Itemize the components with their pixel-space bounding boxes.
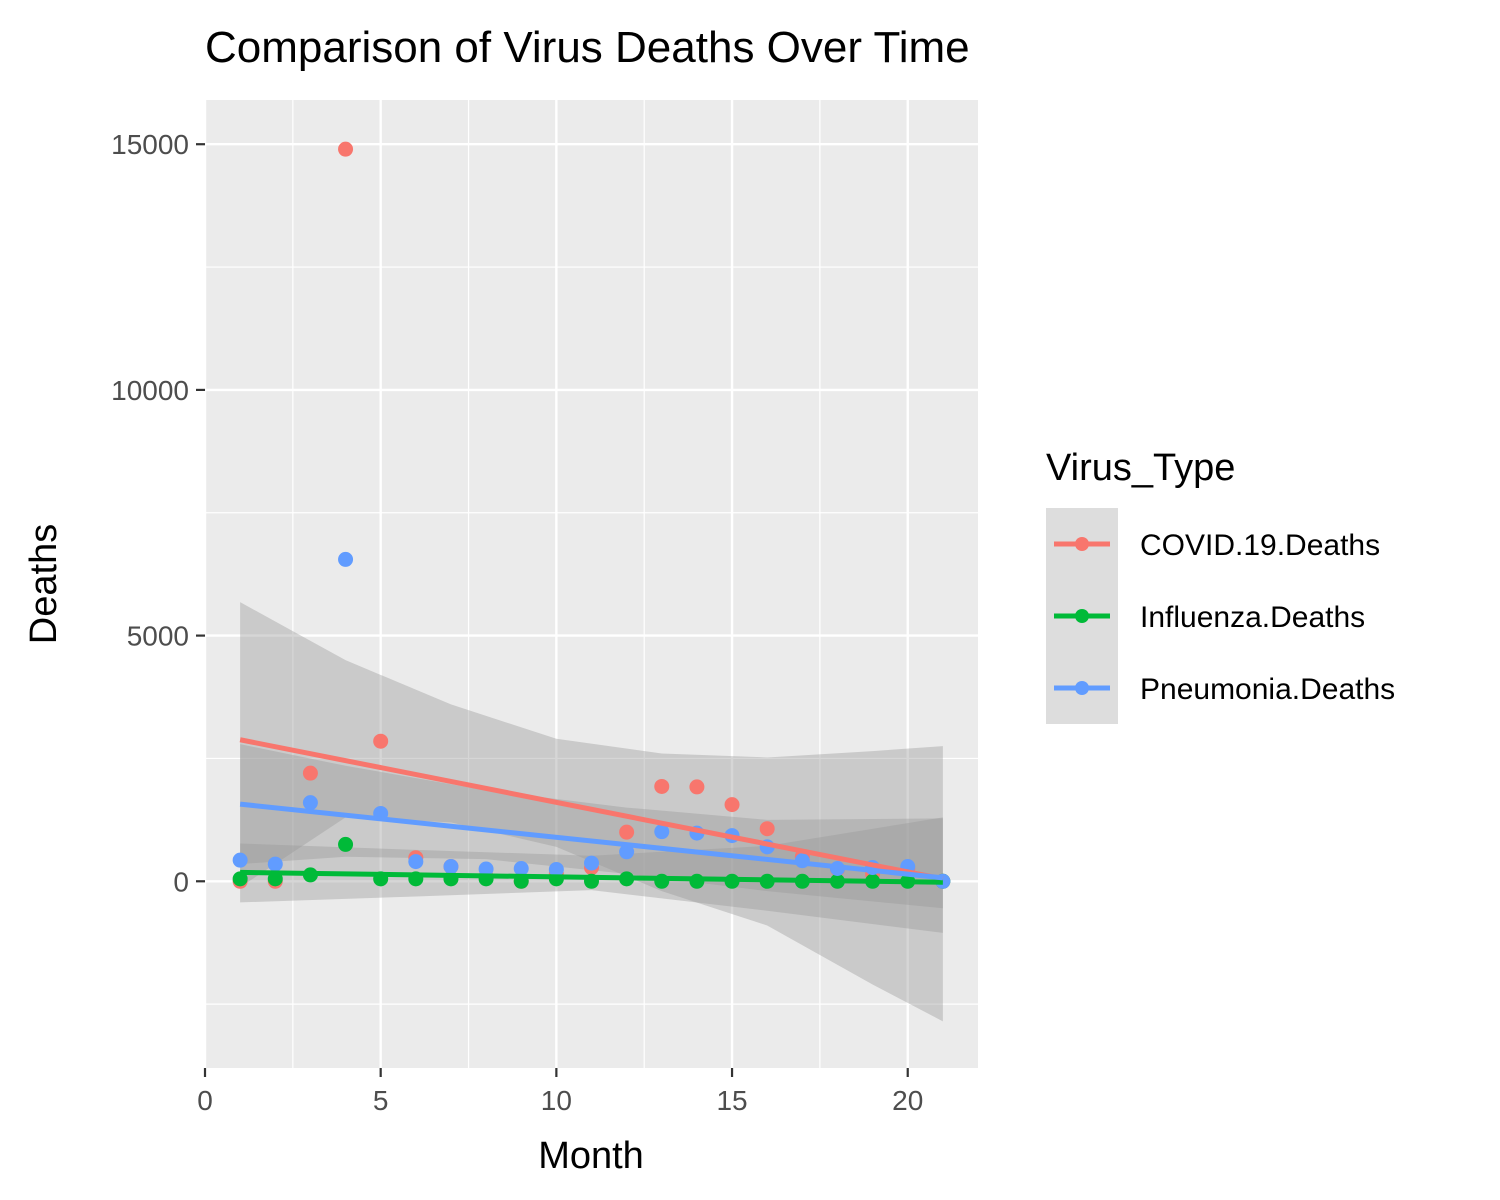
data-point (759, 821, 775, 837)
x-tick-label: 0 (197, 1085, 213, 1116)
plot-panel (205, 100, 978, 1068)
data-point (584, 855, 599, 871)
data-point (408, 854, 424, 870)
legend: Virus_Type COVID.19.Deaths Influenza.Deat… (1046, 447, 1395, 724)
legend-key-point (1075, 681, 1089, 695)
legend-label: COVID.19.Deaths (1140, 529, 1380, 562)
legend-title: Virus_Type (1046, 447, 1235, 489)
data-point (619, 844, 635, 860)
x-tick-label: 5 (373, 1085, 389, 1116)
chart-title: Comparison of Virus Deaths Over Time (205, 23, 970, 72)
data-point (513, 861, 529, 877)
data-point (338, 141, 354, 157)
trend-line (239, 801, 944, 881)
trend-line (240, 869, 943, 885)
trend-line (239, 737, 944, 882)
data-point (232, 871, 248, 887)
data-point (478, 861, 494, 877)
data-point (232, 852, 248, 868)
axes: 0 5 10 15 20 0 5000 10000 15000 (111, 129, 923, 1116)
data-point (338, 551, 354, 567)
major-gridlines (203, 100, 978, 1068)
data-point (654, 778, 670, 794)
x-tick-label: 20 (892, 1085, 923, 1116)
data-point (443, 859, 459, 875)
data-point (373, 733, 389, 749)
data-point (619, 824, 635, 840)
data-point (689, 779, 705, 795)
y-tick-label: 15000 (111, 129, 189, 160)
x-tick-label: 15 (716, 1085, 747, 1116)
data-point (548, 861, 564, 877)
legend-label: Pneumonia.Deaths (1140, 673, 1395, 706)
legend-label: Influenza.Deaths (1140, 601, 1365, 634)
y-tick-label: 0 (173, 866, 189, 897)
data-point (302, 795, 318, 811)
y-tick-label: 10000 (111, 375, 189, 406)
trend-lines (239, 737, 944, 885)
x-tick-label: 10 (541, 1085, 572, 1116)
confidence-band-pneumonia-deaths (240, 744, 943, 909)
y-axis-title: Deaths (23, 524, 65, 644)
data-point (267, 856, 283, 872)
data-point (338, 836, 354, 852)
legend-key-point (1075, 609, 1089, 623)
x-axis-title: Month (538, 1135, 644, 1177)
data-point (724, 797, 740, 813)
y-tick-label: 5000 (127, 621, 189, 652)
data-point (302, 765, 318, 781)
legend-key-point (1075, 537, 1089, 551)
data-point (654, 824, 670, 840)
